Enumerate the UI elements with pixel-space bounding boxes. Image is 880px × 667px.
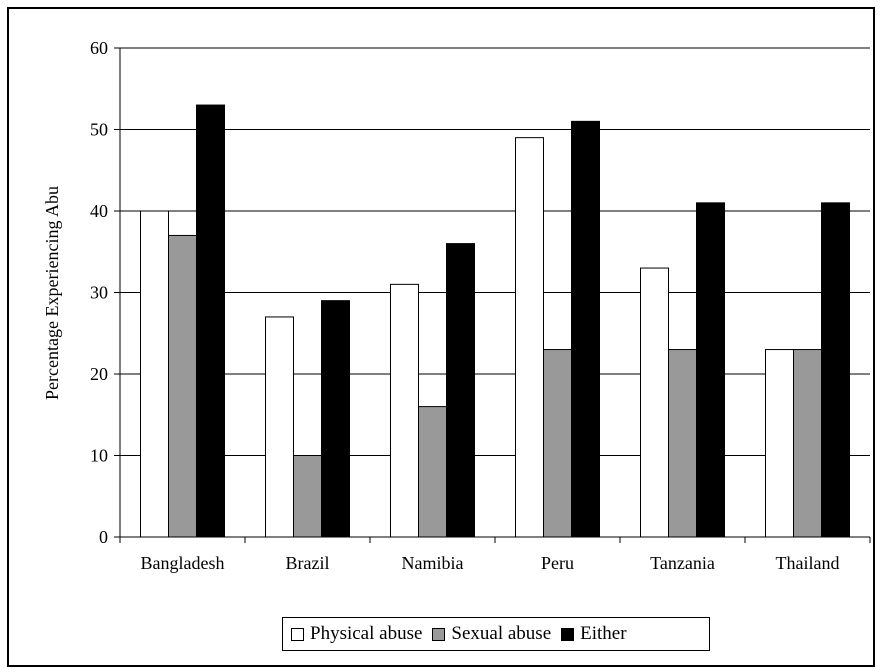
bar-sexual-abuse-brazil <box>293 455 322 538</box>
bar-either-peru <box>571 120 600 538</box>
y-tick-label: 30 <box>90 283 108 303</box>
y-tick-label: 0 <box>99 527 108 547</box>
bar-physical-abuse-namibia <box>390 283 419 538</box>
bar-physical-abuse-thailand <box>765 349 794 538</box>
legend-swatch-either <box>561 627 575 641</box>
legend-swatch-sexual <box>432 627 446 641</box>
legend-label-physical: Physical abuse <box>310 623 423 644</box>
y-tick-label: 10 <box>90 446 108 466</box>
bar-sexual-abuse-namibia <box>418 406 447 538</box>
bar-physical-abuse-tanzania <box>640 267 669 538</box>
x-tick-labels: Bangladesh Brazil Namibia Peru Tanzania Thail… <box>141 553 840 573</box>
legend-label-either: Either <box>580 623 627 644</box>
legend-item-physical: Physical abuse <box>291 623 422 645</box>
bar-sexual-abuse-peru <box>543 349 572 538</box>
x-tick-label: Bangladesh <box>141 553 225 573</box>
y-axis-label: Percentage Experiencing Abu <box>42 186 62 400</box>
y-tick-label: 40 <box>90 201 108 221</box>
legend-label-sexual: Sexual abuse <box>451 623 552 644</box>
x-tick-label: Thailand <box>776 553 840 573</box>
x-tick-label: Brazil <box>286 553 330 573</box>
bar-sexual-abuse-bangladesh <box>168 234 197 538</box>
axes <box>114 47 871 543</box>
y-tick-label: 20 <box>90 364 108 384</box>
bar-either-namibia <box>446 243 475 538</box>
bars <box>140 104 850 538</box>
y-tick-labels: 0 10 20 30 40 50 60 <box>90 38 108 547</box>
x-tick-label: Namibia <box>402 553 464 573</box>
x-tick-label: Peru <box>541 553 574 573</box>
bar-physical-abuse-bangladesh <box>140 210 169 538</box>
bar-either-bangladesh <box>196 104 225 538</box>
legend: Physical abuse Sexual abuse Either <box>282 617 710 651</box>
bar-either-thailand <box>821 202 850 538</box>
bar-sexual-abuse-tanzania <box>668 349 697 538</box>
legend-swatch-physical <box>291 627 304 641</box>
y-tick-label: 60 <box>90 38 108 58</box>
y-tick-label: 50 <box>90 120 108 140</box>
x-tick-label: Tanzania <box>650 553 715 573</box>
legend-item-either: Either <box>561 623 627 645</box>
bar-sexual-abuse-thailand <box>793 349 822 538</box>
bar-physical-abuse-brazil <box>265 316 294 538</box>
bar-either-tanzania <box>696 202 725 538</box>
bar-physical-abuse-peru <box>515 137 544 538</box>
gridlines <box>120 47 870 456</box>
bar-either-brazil <box>321 300 350 538</box>
legend-item-sexual: Sexual abuse <box>432 623 551 645</box>
